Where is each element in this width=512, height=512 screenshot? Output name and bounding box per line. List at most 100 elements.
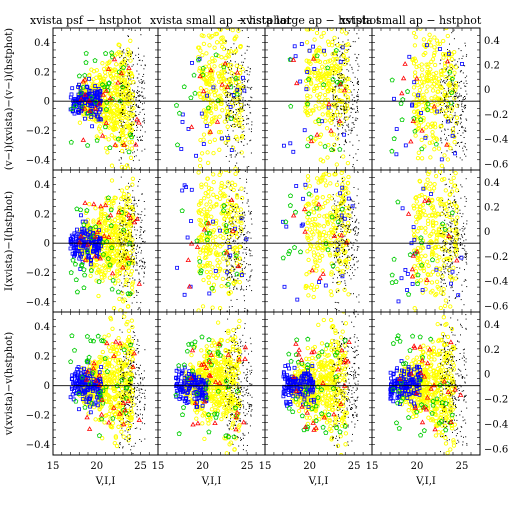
point-yellow (345, 95, 350, 100)
point-black (244, 138, 246, 140)
point-black (341, 73, 342, 75)
point-yellow (126, 94, 131, 99)
point-black (338, 133, 340, 135)
point-green (105, 255, 111, 261)
point-yellow (322, 229, 327, 235)
point-yellow (211, 228, 217, 233)
point-black (127, 35, 129, 37)
point-black (453, 89, 455, 91)
point-black (122, 125, 124, 127)
point-yellow (106, 267, 111, 273)
point-yellow (209, 214, 214, 219)
point-black (348, 126, 350, 128)
point-yellow (338, 65, 343, 71)
point-yellow (413, 133, 418, 138)
point-green (419, 146, 425, 152)
point-black (463, 137, 465, 138)
point-yellow (445, 33, 450, 39)
point-black (337, 277, 338, 279)
point-yellow (118, 308, 123, 312)
point-red (444, 141, 450, 147)
point-black (124, 244, 126, 246)
point-black (248, 100, 250, 101)
point-yellow (100, 79, 105, 84)
point-black (352, 254, 354, 256)
point-black (235, 139, 237, 141)
point-black (337, 246, 339, 248)
point-black (236, 194, 238, 196)
point-green (121, 227, 127, 233)
point-black (451, 32, 453, 34)
point-black (132, 89, 133, 91)
point-yellow (120, 133, 125, 138)
point-yellow (121, 239, 127, 245)
point-yellow (211, 87, 216, 93)
point-yellow (213, 234, 218, 240)
point-black (128, 275, 130, 276)
point-black (337, 271, 339, 273)
point-black (120, 93, 122, 95)
point-red (230, 228, 236, 233)
point-yellow (130, 259, 135, 264)
point-black (225, 117, 227, 119)
point-black (226, 212, 228, 214)
point-black (228, 254, 230, 256)
point-blue (84, 237, 89, 242)
point-black (247, 80, 248, 82)
point-yellow (442, 92, 447, 98)
point-red (205, 220, 212, 226)
point-yellow (306, 257, 311, 263)
point-black (143, 97, 145, 99)
point-black (340, 203, 342, 205)
point-black (462, 97, 464, 99)
point-black (447, 128, 449, 130)
point-blue (86, 254, 91, 259)
point-black (460, 114, 462, 116)
point-yellow (321, 224, 327, 229)
point-yellow (425, 84, 430, 89)
point-red (112, 141, 118, 147)
point-yellow (339, 160, 342, 163)
point-yellow (94, 262, 99, 268)
point-green (198, 268, 204, 273)
point-yellow (332, 61, 337, 66)
point-black (239, 99, 241, 101)
point-black (228, 62, 230, 64)
point-yellow (125, 144, 130, 150)
point-black (357, 111, 359, 113)
point-black (445, 105, 447, 107)
point-black (336, 107, 338, 109)
point-black (122, 50, 124, 52)
point-yellow (422, 144, 427, 149)
point-black (357, 81, 359, 82)
point-black (120, 123, 122, 125)
point-yellow (333, 56, 338, 62)
point-yellow (127, 250, 133, 256)
point-black (229, 271, 231, 273)
point-black (464, 130, 466, 132)
point-black (463, 129, 465, 131)
point-black (134, 156, 135, 158)
point-black (465, 118, 467, 120)
point-black (240, 67, 242, 69)
point-yellow (227, 269, 232, 275)
point-yellow (106, 200, 112, 206)
point-blue (95, 91, 99, 95)
point-black (235, 211, 237, 213)
point-black (354, 76, 356, 78)
point-black (130, 231, 132, 233)
point-yellow (325, 111, 330, 116)
point-blue (78, 267, 83, 271)
point-yellow (443, 113, 448, 118)
point-yellow (83, 210, 89, 215)
point-black (136, 262, 138, 264)
point-yellow (221, 256, 226, 261)
point-black (131, 245, 133, 247)
point-yellow (220, 108, 225, 113)
point-black (355, 232, 356, 234)
point-black (332, 148, 334, 150)
point-black (134, 193, 135, 194)
point-yellow (201, 41, 207, 47)
point-black (242, 116, 244, 117)
point-yellow (320, 195, 325, 200)
